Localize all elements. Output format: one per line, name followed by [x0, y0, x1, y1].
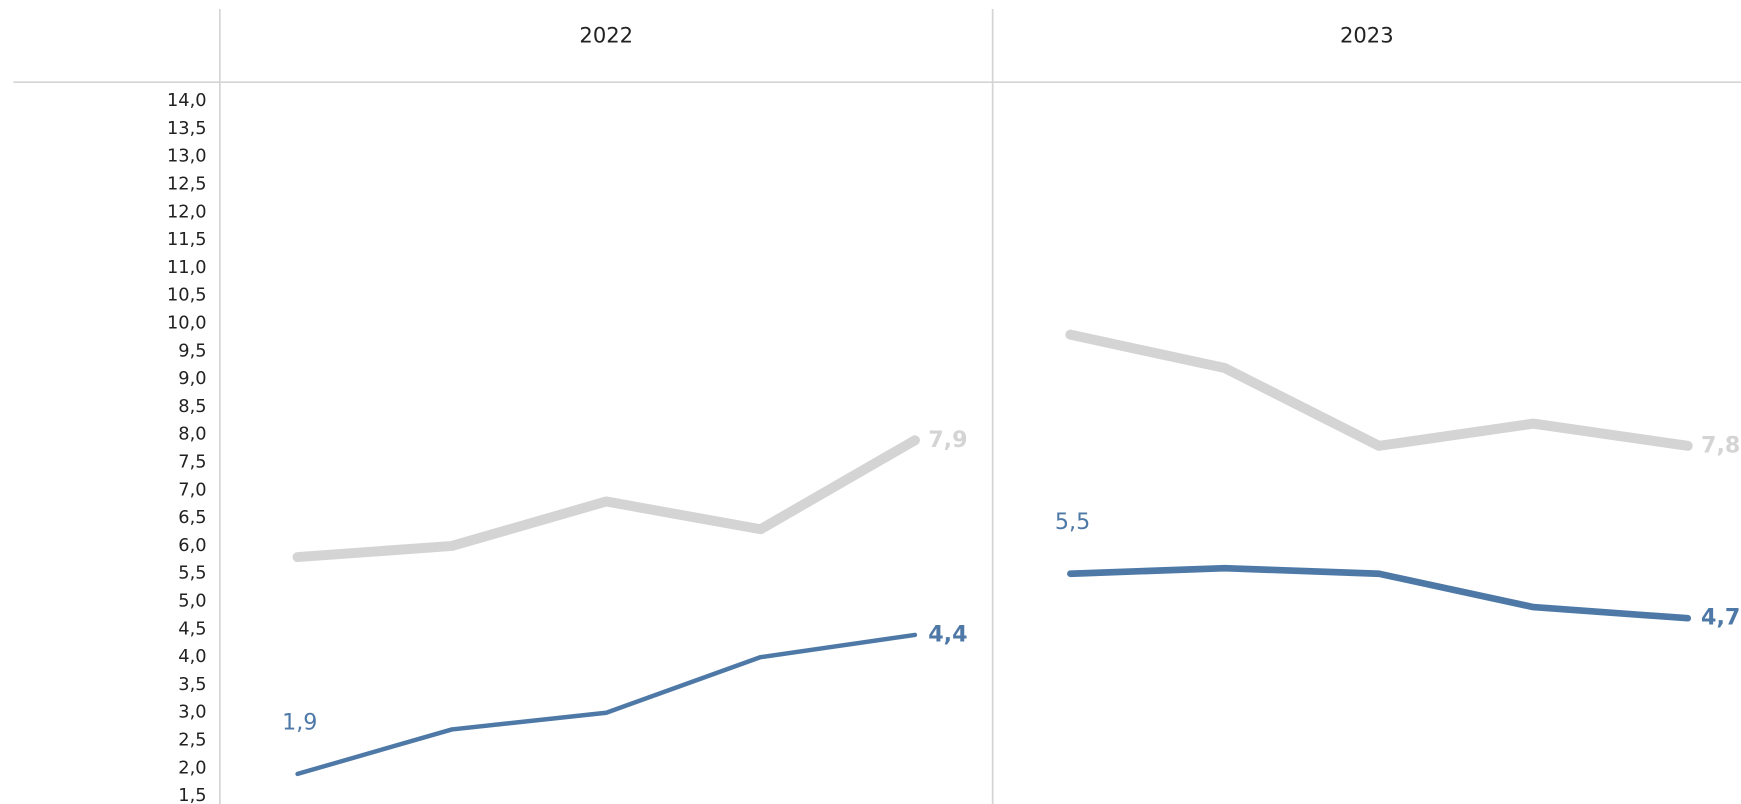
- y-tick-label: 7,5: [178, 453, 206, 473]
- y-tick-label: 5,0: [178, 592, 206, 612]
- y-tick-label: 5,5: [178, 564, 206, 584]
- panel-title: 2023: [1340, 23, 1394, 48]
- y-tick-label: 8,5: [178, 397, 206, 417]
- y-tick-label: 6,0: [178, 536, 206, 556]
- y-tick-label: 14,0: [167, 91, 207, 111]
- y-tick-label: 9,5: [178, 341, 206, 361]
- y-tick-label: 11,5: [167, 230, 207, 250]
- series-line: [295, 632, 918, 777]
- y-tick-label: 10,0: [167, 314, 207, 334]
- series-line: [292, 435, 920, 563]
- y-tick-label: 6,5: [178, 508, 206, 528]
- y-tick-label: 3,5: [178, 675, 206, 695]
- y-tick-label: 12,0: [167, 202, 207, 222]
- panel-title: 2022: [579, 23, 633, 48]
- y-tick-label: 12,5: [167, 175, 207, 195]
- y-tick-label: 2,5: [178, 731, 206, 751]
- data-label: 4,7: [1701, 605, 1740, 631]
- y-tick-label: 13,5: [167, 119, 207, 139]
- series-line: [1065, 329, 1693, 451]
- y-tick-label: 3,0: [178, 703, 206, 723]
- data-label: 5,5: [1055, 509, 1090, 535]
- y-tick-label: 10,5: [167, 286, 207, 306]
- y-tick-label: 9,0: [178, 369, 206, 389]
- data-label: 1,9: [282, 709, 317, 735]
- y-tick-label: 8,0: [178, 425, 206, 445]
- y-tick-label: 2,0: [178, 758, 206, 778]
- series-line: [1067, 564, 1692, 622]
- data-label: 7,9: [928, 427, 967, 453]
- y-tick-label: 4,0: [178, 647, 206, 667]
- y-tick-label: 11,0: [167, 258, 207, 278]
- y-tick-label: 13,0: [167, 147, 207, 167]
- y-tick-label: 1,5: [178, 786, 206, 804]
- data-label: 7,8: [1701, 432, 1740, 458]
- y-tick-label: 7,0: [178, 480, 206, 500]
- y-tick-label: 4,5: [178, 619, 206, 639]
- data-label: 4,4: [928, 621, 967, 647]
